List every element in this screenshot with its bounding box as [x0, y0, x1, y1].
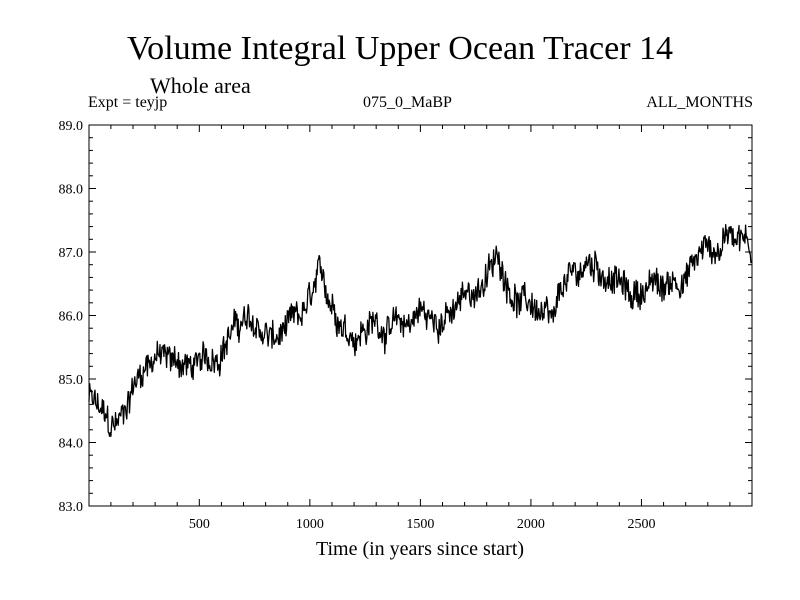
axis-tick-labels: 500 1000 1500 2000 2500 83.0 84.0 85.0 86.0 87.0 8…: [59, 119, 656, 532]
x-tick-label: 2500: [627, 517, 655, 532]
series-line: [88, 224, 753, 437]
y-tick-label: 89.0: [59, 119, 84, 134]
y-tick-label: 84.0: [59, 437, 84, 452]
months-label: ALL_MONTHS: [646, 94, 753, 111]
y-tick-label: 87.0: [59, 246, 84, 261]
x-tick-label: 1000: [296, 517, 324, 532]
y-tick-label: 85.0: [59, 373, 84, 388]
experiment-label: Expt = teyjp: [88, 94, 168, 111]
y-tick-label: 86.0: [59, 310, 84, 325]
y-tick-label: 88.0: [59, 183, 84, 198]
axis-ticks: [89, 124, 752, 507]
x-tick-label: 2000: [517, 517, 545, 532]
chart-subtitle: Whole area: [150, 73, 251, 98]
x-tick-label: 500: [189, 517, 210, 532]
chart-title: Volume Integral Upper Ocean Tracer 14: [126, 30, 674, 67]
y-tick-label: 83.0: [59, 500, 84, 515]
x-axis-label: Time (in years since start): [315, 538, 525, 560]
run-label: 075_0_MaBP: [363, 94, 452, 111]
x-tick-label: 1500: [406, 517, 434, 532]
